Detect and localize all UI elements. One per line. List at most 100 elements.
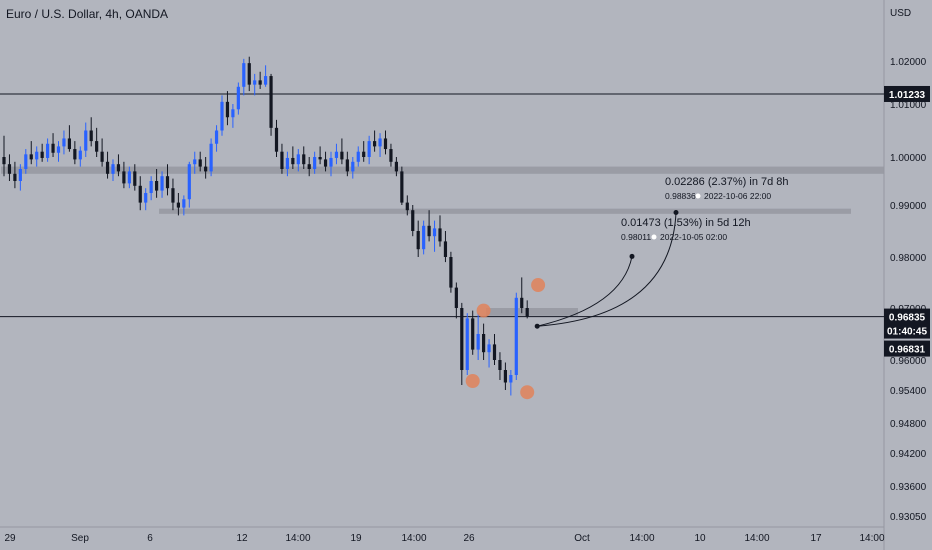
pattern-marker xyxy=(476,303,491,318)
price-badge xyxy=(884,340,930,357)
candle xyxy=(411,205,415,237)
candle xyxy=(171,178,175,211)
candle xyxy=(2,135,6,177)
candle xyxy=(367,135,371,165)
candle xyxy=(193,151,197,174)
candle xyxy=(356,146,360,167)
candle xyxy=(127,166,131,189)
candle xyxy=(487,339,491,368)
currency-label: USD xyxy=(890,8,911,19)
projection-target: 0.98836 xyxy=(665,191,696,201)
time-tick-label: 14:00 xyxy=(744,533,769,544)
candle xyxy=(334,143,339,165)
price-badge-label: 0.96831 xyxy=(889,345,926,356)
candle xyxy=(46,138,50,162)
candle xyxy=(329,151,333,177)
candle xyxy=(62,130,66,155)
candle xyxy=(307,157,311,177)
candle xyxy=(318,146,322,165)
candle xyxy=(13,161,17,189)
candle xyxy=(280,143,284,174)
time-tick-label: 14:00 xyxy=(629,533,654,544)
candle xyxy=(204,157,208,179)
candle xyxy=(231,104,235,128)
candle xyxy=(340,138,344,165)
candle xyxy=(514,292,518,380)
countdown-label: 01:40:45 xyxy=(887,327,927,338)
candle xyxy=(454,282,458,319)
candle xyxy=(291,146,295,169)
time-tick-label: 26 xyxy=(463,533,475,544)
time-tick-label: 6 xyxy=(147,533,153,544)
support-resistance-zone xyxy=(486,308,578,316)
price-tick-label: 0.98000 xyxy=(890,253,927,264)
candle xyxy=(416,220,420,257)
candle xyxy=(503,362,507,390)
candle xyxy=(427,210,431,242)
candle xyxy=(432,220,437,252)
candle xyxy=(236,82,240,115)
price-badge-label: 1.01233 xyxy=(889,90,926,101)
candle xyxy=(438,215,442,247)
candle xyxy=(383,130,388,155)
candle xyxy=(422,220,426,255)
candle xyxy=(24,149,28,174)
price-badge-label: 0.96835 xyxy=(889,313,926,324)
candle xyxy=(209,138,213,177)
candle xyxy=(160,171,164,198)
time-tick-label: 14:00 xyxy=(285,533,310,544)
candle xyxy=(155,169,159,198)
candle xyxy=(214,125,219,152)
price-tick-label: 0.94200 xyxy=(890,449,927,460)
price-tick-label: 0.94800 xyxy=(890,419,927,430)
candle xyxy=(509,370,513,396)
candle xyxy=(253,73,257,96)
chart-title: Euro / U.S. Dollar, 4h, OANDA xyxy=(6,7,169,21)
candle xyxy=(373,130,377,152)
price-badge xyxy=(884,308,930,339)
candle xyxy=(7,154,12,181)
candle xyxy=(220,95,224,136)
candle xyxy=(182,195,186,216)
candle xyxy=(296,149,300,172)
candle xyxy=(198,151,202,172)
candle xyxy=(525,300,529,319)
candle xyxy=(35,146,39,167)
candle xyxy=(165,164,170,196)
time-tick-label: 29 xyxy=(4,533,16,544)
candle xyxy=(258,71,262,89)
candle xyxy=(78,146,82,167)
candle xyxy=(362,141,366,162)
candle xyxy=(73,141,77,165)
price-badge xyxy=(884,85,930,102)
projection-title: 0.02286 (2.37%) in 7d 8h xyxy=(665,176,789,188)
candle xyxy=(95,127,99,157)
candle xyxy=(138,176,142,211)
projection-target-dot xyxy=(629,253,635,259)
price-tick-label: 1.00000 xyxy=(890,153,927,164)
candle xyxy=(149,176,153,201)
time-tick-label: Oct xyxy=(574,533,590,544)
time-tick-label: 10 xyxy=(694,533,706,544)
candle xyxy=(492,334,497,365)
projection-date: 2022-10-05 02:00 xyxy=(660,232,727,242)
candle xyxy=(449,251,453,293)
candle xyxy=(40,143,44,162)
candle xyxy=(302,146,306,169)
candle xyxy=(84,122,88,157)
candle xyxy=(389,143,393,167)
projection-arc xyxy=(537,256,633,327)
candle xyxy=(460,302,464,385)
candle xyxy=(18,164,22,191)
candle xyxy=(225,91,230,126)
time-tick-label: 14:00 xyxy=(401,533,426,544)
candle xyxy=(476,313,480,360)
price-tick-label: 0.99000 xyxy=(890,201,927,212)
candle xyxy=(520,277,524,314)
candle xyxy=(498,352,502,380)
candle xyxy=(482,323,486,360)
price-tick-label: 0.93600 xyxy=(890,482,927,493)
candle xyxy=(89,117,93,147)
